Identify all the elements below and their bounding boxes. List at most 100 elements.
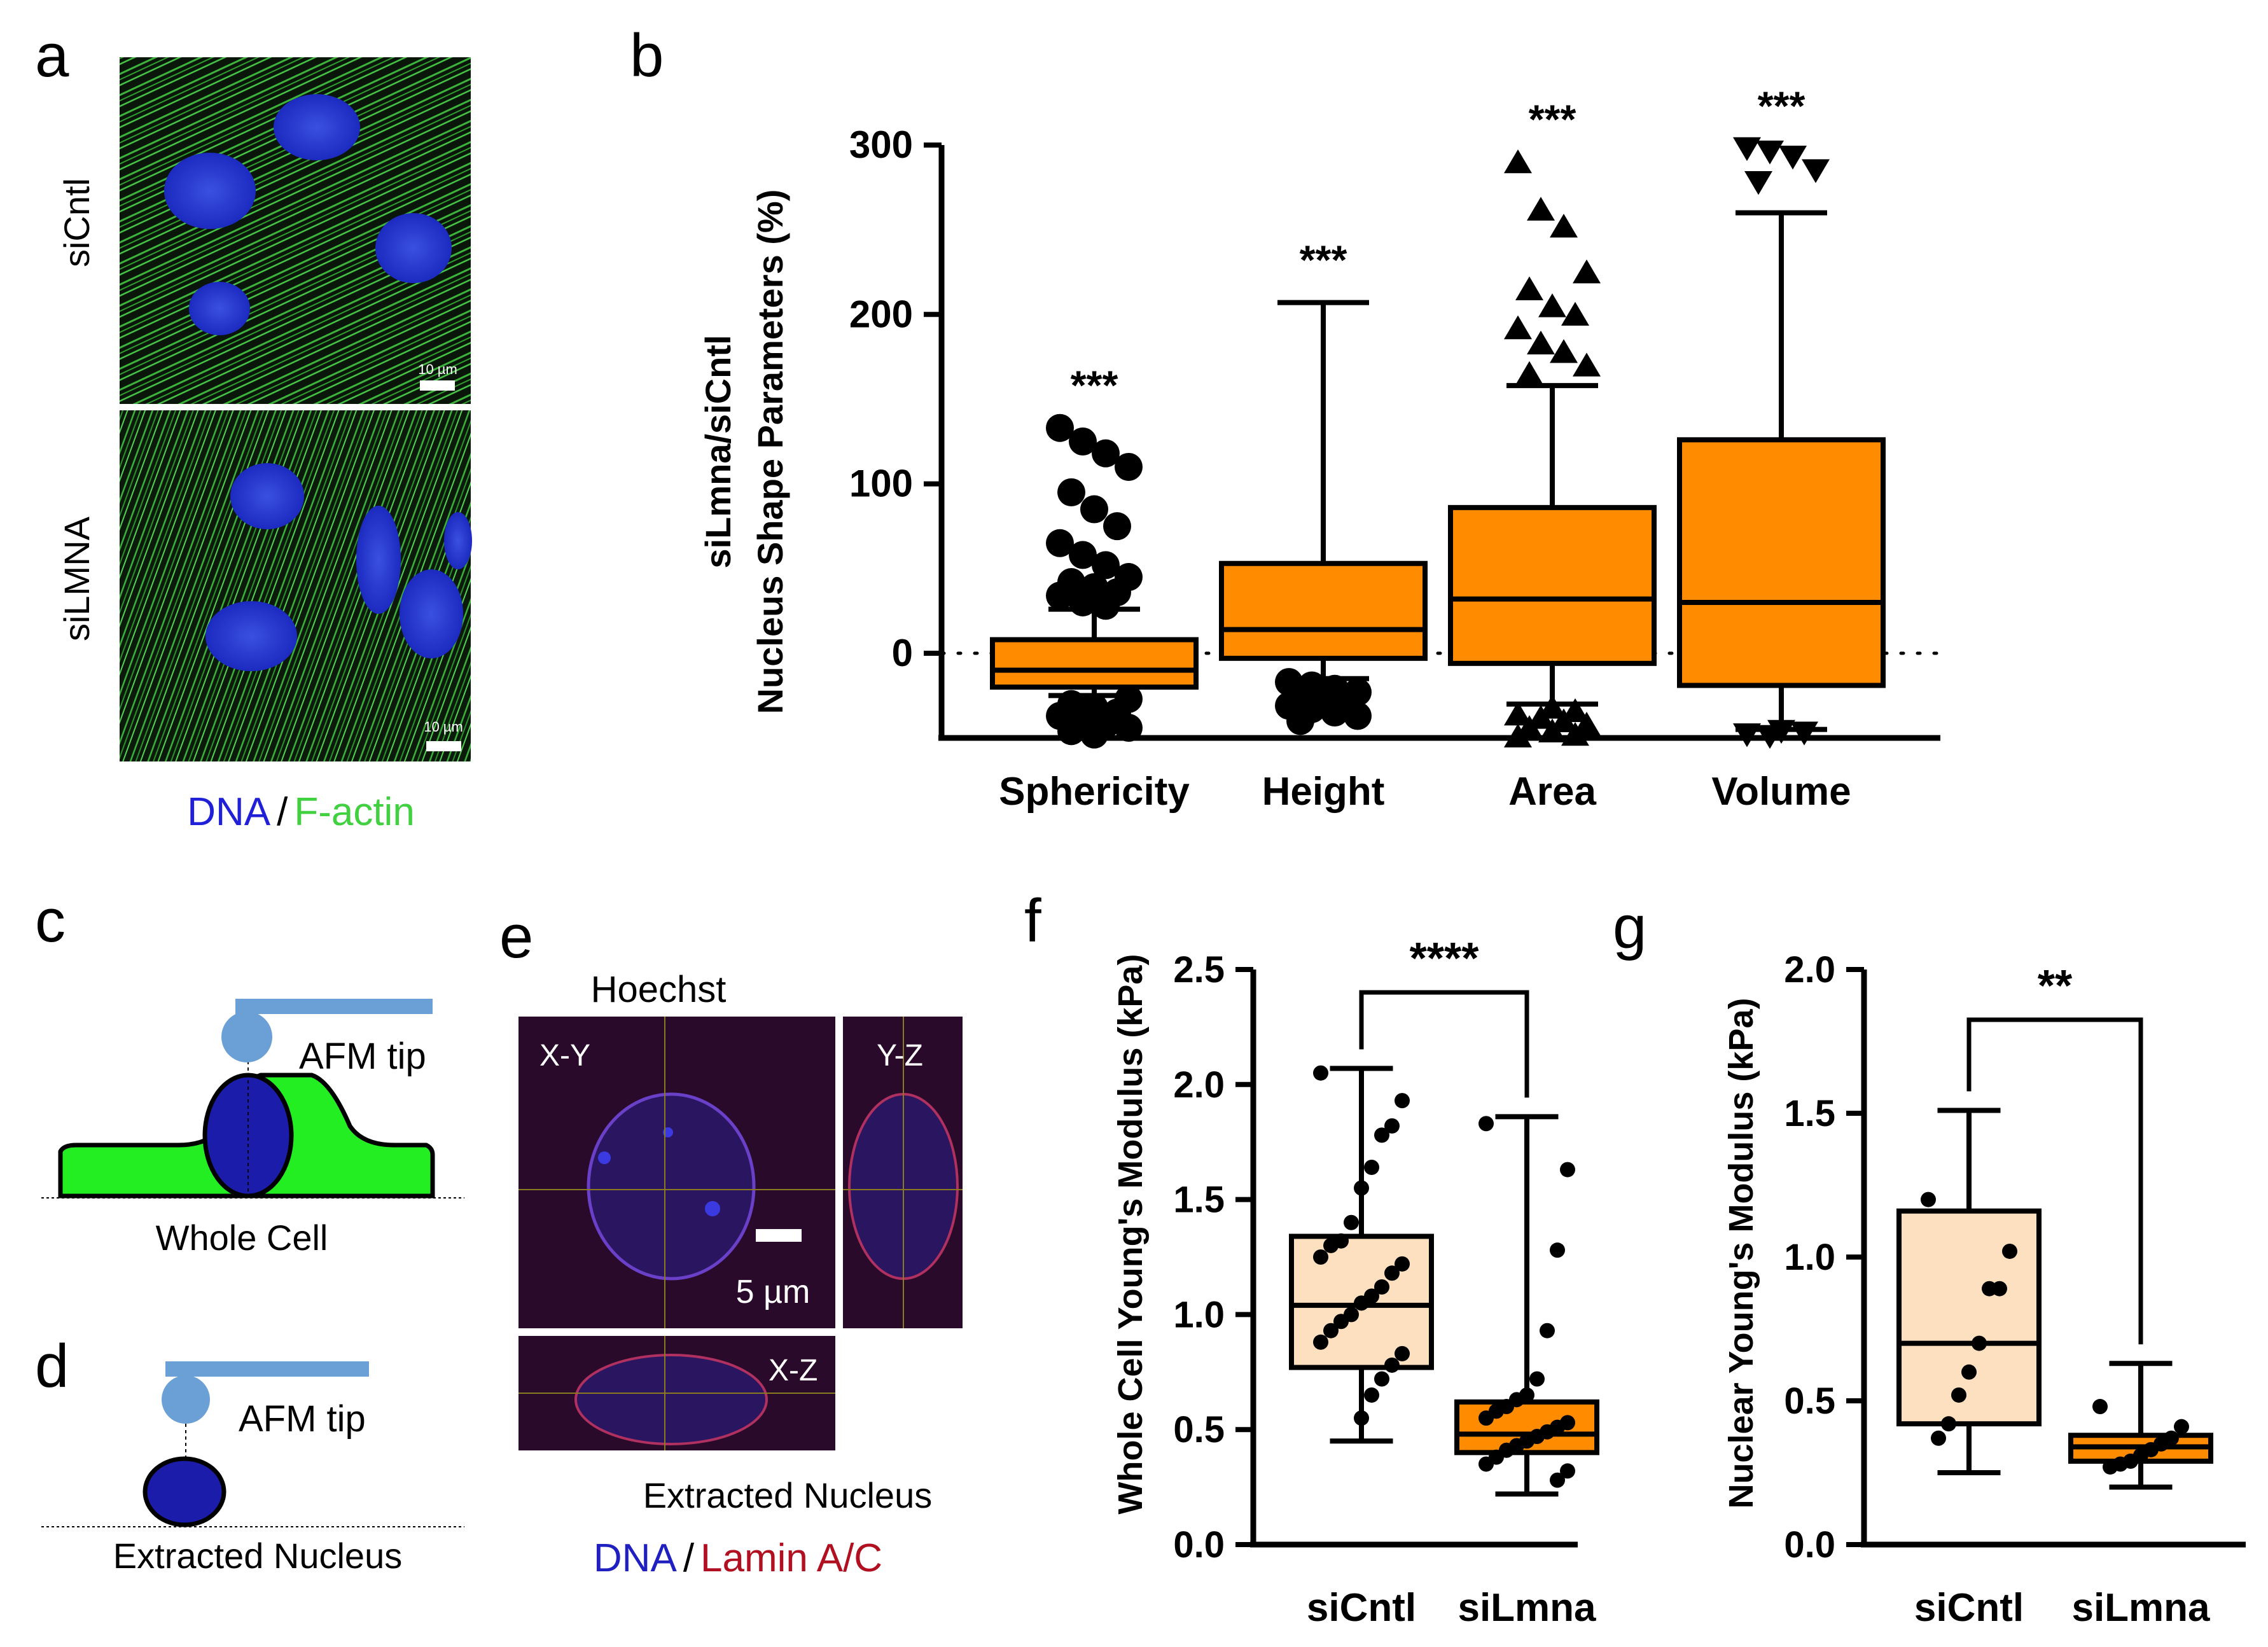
- panel-c: c AFM tip Whole Cell: [35, 887, 464, 1258]
- outlier-point: [1779, 146, 1807, 170]
- outlier-point: [1504, 149, 1532, 174]
- data-point: [1560, 1162, 1575, 1178]
- panel-letter-c: c: [35, 887, 66, 955]
- y-tick-label: 1.0: [1173, 1294, 1225, 1335]
- significance-label: **: [2038, 961, 2073, 1010]
- hoechst-title: Hoechst: [591, 969, 727, 1010]
- outlier-point: [1573, 259, 1601, 284]
- panel-d: d AFM tip Extracted Nucleus: [35, 1332, 464, 1576]
- significance-label: ***: [1300, 237, 1347, 283]
- outlier-point: [1573, 352, 1601, 377]
- x-tick-label: siCntl: [1914, 1586, 2024, 1630]
- y-tick-label: 200: [849, 293, 913, 335]
- data-point: [1344, 1214, 1359, 1230]
- data-point: [1961, 1364, 1977, 1380]
- outlier-point: [1527, 197, 1555, 221]
- significance-label: ***: [1529, 97, 1576, 142]
- panel-letter-g: g: [1613, 893, 1646, 961]
- outlier-point: [1561, 302, 1589, 326]
- micrograph-silmna: 10 µm: [120, 410, 472, 761]
- data-point: [1550, 1242, 1565, 1258]
- data-point: [1313, 1334, 1328, 1350]
- panel-letter-b: b: [630, 22, 664, 90]
- nucleus: [400, 569, 463, 658]
- nucleus: [205, 601, 297, 671]
- data-point: [1354, 1410, 1369, 1426]
- outlier-point: [1756, 725, 1784, 749]
- outlier-point: [1080, 495, 1108, 524]
- data-point: [1333, 1314, 1349, 1330]
- y-tick-label: 1.0: [1784, 1237, 1835, 1278]
- legend-e: DNA / Lamin A/C: [594, 1536, 882, 1580]
- y-tick-label: 1.5: [1784, 1093, 1835, 1134]
- data-point: [1395, 1345, 1410, 1361]
- nucleus: [189, 282, 250, 335]
- data-point: [1374, 1371, 1389, 1387]
- nucleus: [356, 506, 401, 614]
- panel-e: e Hoechst X-Y Y-Z X-Z 5 µm Extracted Nuc…: [499, 903, 963, 1580]
- panel-f: f Whole Cell Young's Modulus (kPa) 0.00.…: [1024, 887, 1599, 1630]
- extracted-nucleus: [143, 1456, 226, 1527]
- outlier-point: [1046, 529, 1074, 557]
- scale-bar-label-e: 5 µm: [736, 1274, 810, 1310]
- outlier-point: [1561, 721, 1589, 746]
- data-point: [1384, 1118, 1400, 1134]
- outlier-point: [1550, 339, 1578, 363]
- data-point: [1941, 1416, 1956, 1432]
- afm-tip-label-d: AFM tip: [239, 1398, 366, 1440]
- y-tick-label: 300: [849, 123, 913, 166]
- afm-cantilever: [235, 999, 433, 1014]
- outlier-point: [1080, 720, 1108, 749]
- outlier-point: [1069, 588, 1097, 616]
- data-point: [1384, 1265, 1400, 1281]
- outlier-point: [1092, 551, 1120, 580]
- data-point: [1313, 1065, 1328, 1081]
- outlier-point: [1057, 478, 1085, 506]
- outlier-point: [1069, 427, 1097, 455]
- outlier-point: [1069, 541, 1097, 569]
- outlier-point: [1344, 702, 1372, 730]
- data-point: [1529, 1371, 1545, 1387]
- view-label-xz: X-Z: [769, 1354, 817, 1387]
- outlier-point: [1527, 330, 1555, 355]
- x-tick-label: siLmna: [2071, 1586, 2210, 1630]
- data-point: [1478, 1116, 1494, 1132]
- afm-tip-label-c: AFM tip: [299, 1036, 426, 1077]
- y-tick-label: 1.5: [1173, 1179, 1225, 1221]
- outlier-point: [1286, 707, 1314, 735]
- outlier-point: [1057, 717, 1085, 746]
- data-point: [1313, 1249, 1328, 1265]
- box: [1677, 437, 1886, 688]
- outlier-point: [1744, 170, 1772, 195]
- data-point: [1478, 1456, 1494, 1472]
- data-point: [1384, 1357, 1400, 1373]
- y-axis-label-b-line2: Nucleus Shape Parameters (%): [750, 190, 790, 714]
- y-tick-label: 2.0: [1173, 1064, 1225, 1106]
- panel-letter-e: e: [499, 903, 533, 971]
- row-label-sicntl: siCntl: [57, 178, 97, 267]
- data-point: [2103, 1459, 2118, 1475]
- y-tick-label: 0.5: [1784, 1380, 1835, 1422]
- x-tick-label: Volume: [1711, 770, 1851, 814]
- panel-letter-d: d: [35, 1332, 69, 1400]
- outlier-point: [1046, 581, 1074, 610]
- outlier-point: [1515, 361, 1543, 386]
- panel-letter-f: f: [1024, 887, 1041, 955]
- afm-cantilever: [165, 1361, 369, 1377]
- significance-bracket: [1359, 990, 1529, 1098]
- significance-label: ***: [1071, 363, 1118, 408]
- scale-bar: [756, 1229, 802, 1242]
- nucleus: [164, 153, 256, 229]
- data-point: [1395, 1256, 1410, 1272]
- data-point: [1951, 1387, 1966, 1403]
- box: [990, 637, 1199, 690]
- outlier-point: [1515, 276, 1543, 300]
- y-tick-label: 0.0: [1784, 1524, 1835, 1566]
- x-tick-label: Height: [1262, 770, 1385, 814]
- significance-label: ***: [1758, 83, 1805, 129]
- data-point: [1374, 1127, 1389, 1143]
- micrograph-sicntl: 10 µm: [120, 57, 471, 404]
- data-point: [1550, 1472, 1565, 1488]
- scale-bar-label: 10 µm: [418, 361, 457, 377]
